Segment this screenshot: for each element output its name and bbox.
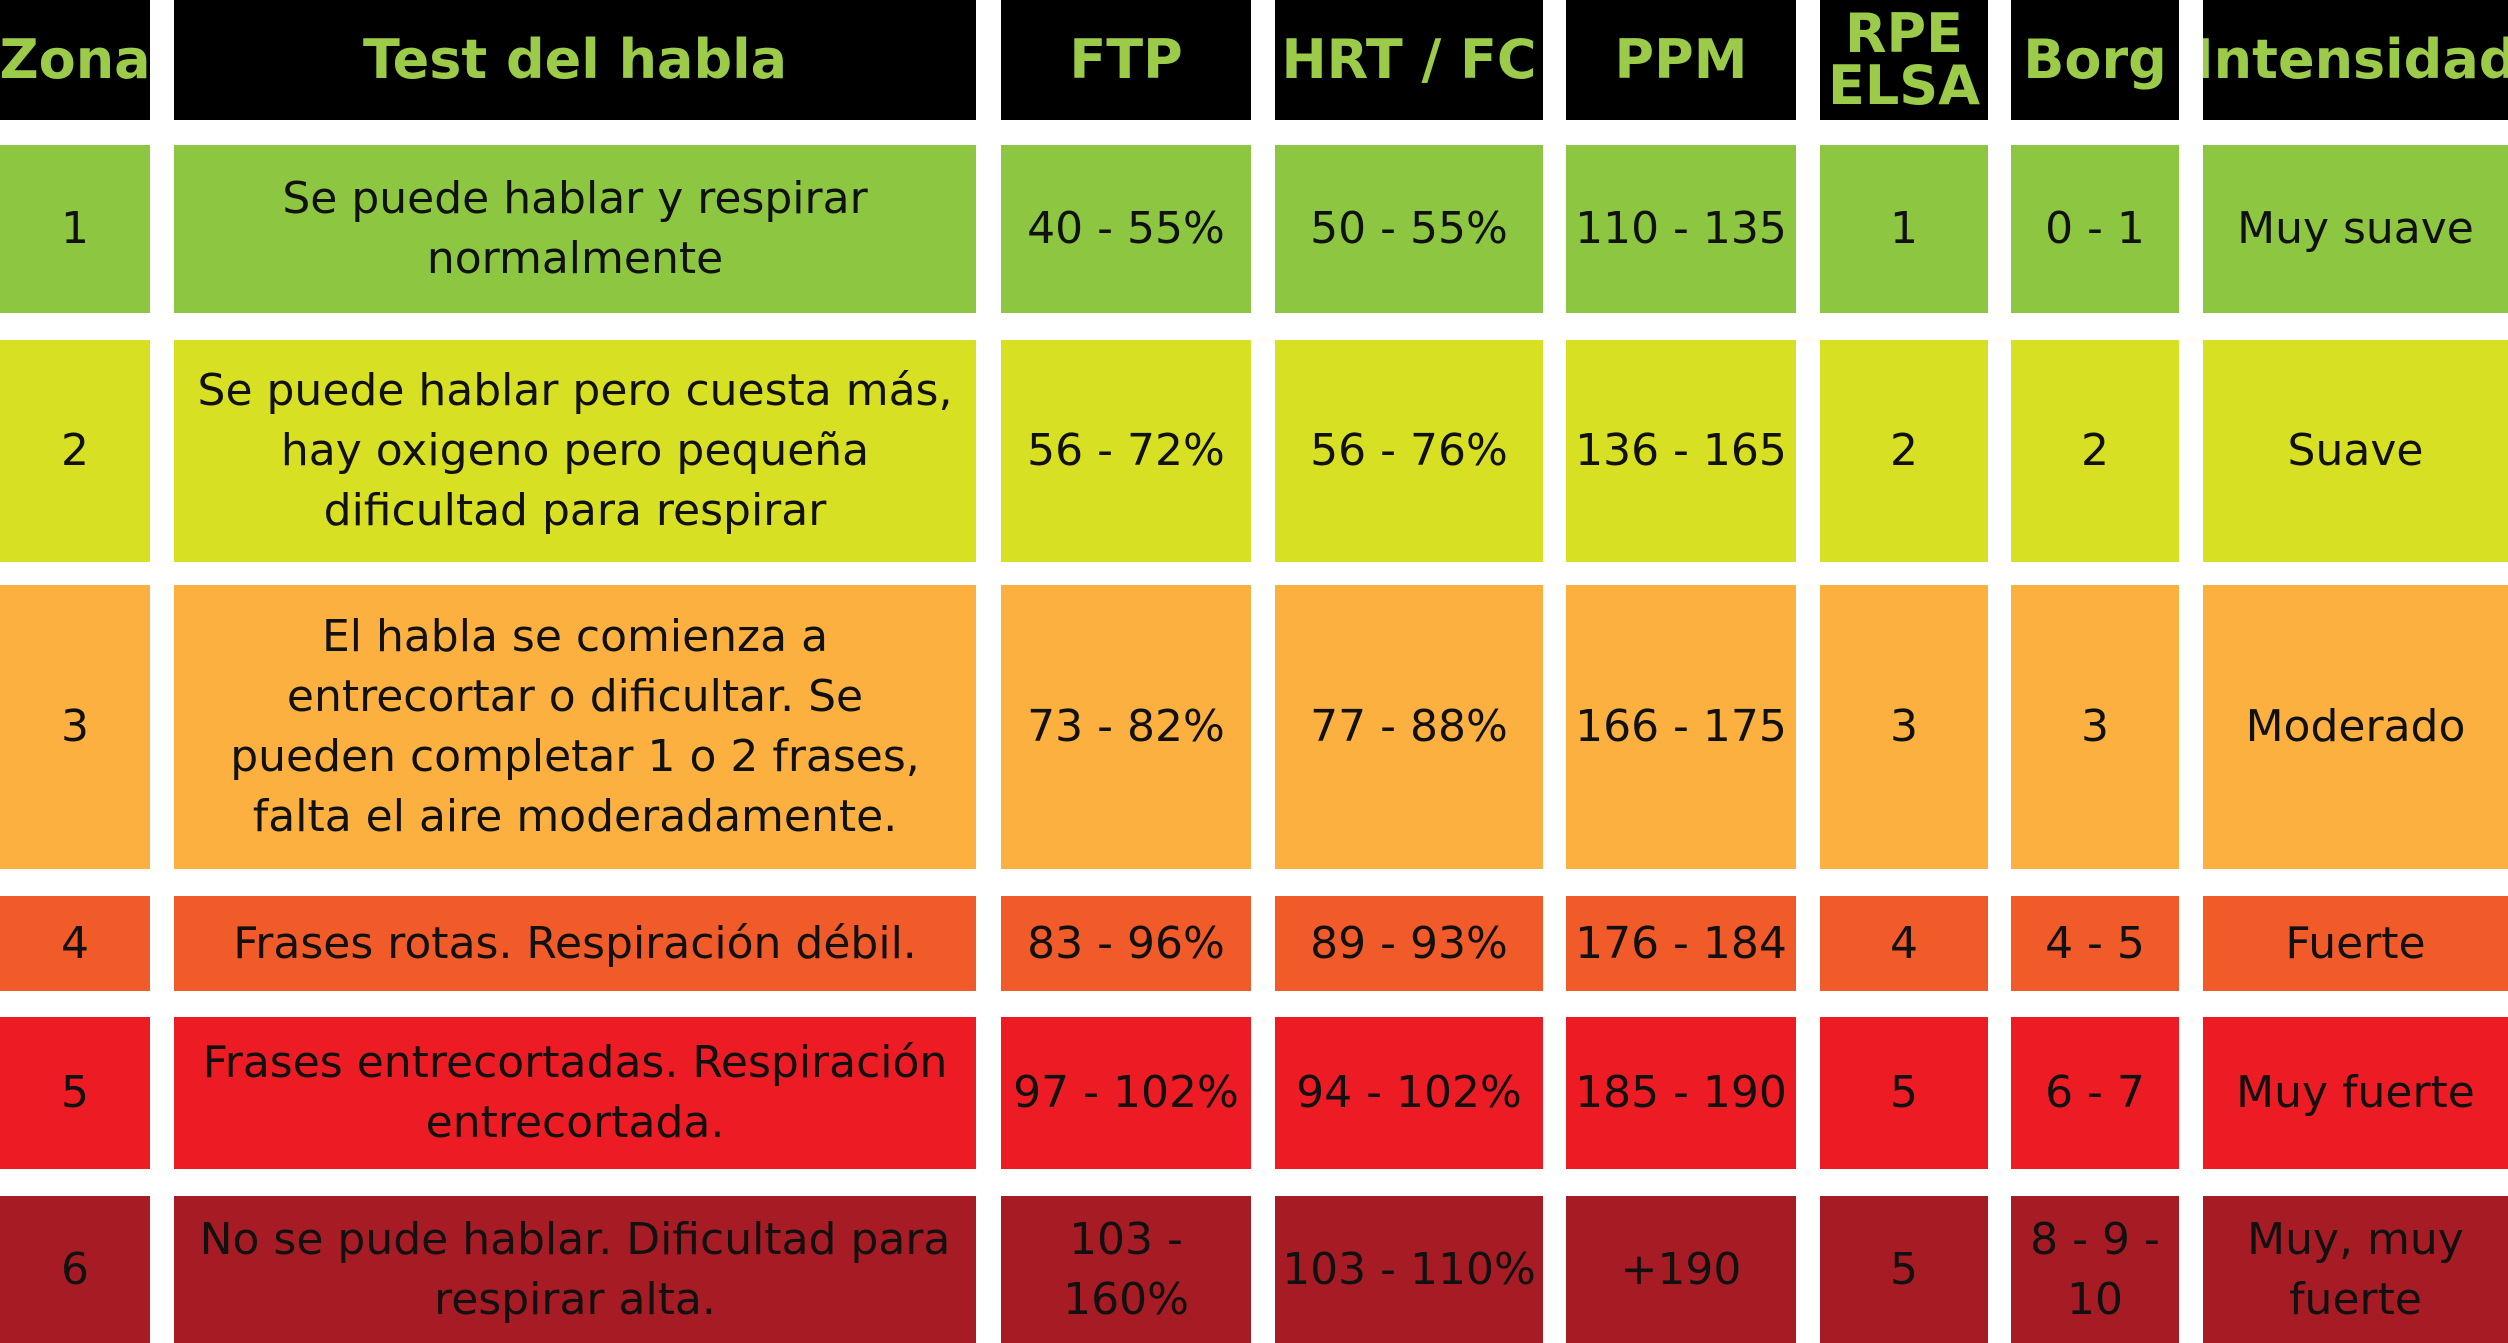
row-1-ppm: 110 - 135 (1566, 145, 1796, 313)
row-2-ppm: 136 - 165 (1566, 340, 1796, 562)
row-1-ftp: 40 - 55% (1001, 145, 1251, 313)
header-rpe-elsa: RPE ELSA (1820, 0, 1988, 120)
row-4-test: Frases rotas. Respiración débil. (174, 896, 976, 991)
header-ppm: PPM (1566, 0, 1796, 120)
row-6-intensidad: Muy, muy fuerte (2203, 1196, 2508, 1343)
header-hrt-fc: HRT / FC (1275, 0, 1543, 120)
row-2-test: Se puede hablar pero cuesta más, hay oxi… (174, 340, 976, 562)
row-2-hrt: 56 - 76% (1275, 340, 1543, 562)
row-1-intensidad: Muy suave (2203, 145, 2508, 313)
header-zona: Zona (0, 0, 150, 120)
row-6-ftp: 103 - 160% (1001, 1196, 1251, 1343)
row-1-zona: 1 (0, 145, 150, 313)
row-3-ppm: 166 - 175 (1566, 585, 1796, 869)
row-5-hrt: 94 - 102% (1275, 1017, 1543, 1169)
row-3-test: El habla se comienza a entrecortar o dif… (174, 585, 976, 869)
row-1-hrt: 50 - 55% (1275, 145, 1543, 313)
row-3-intensidad: Moderado (2203, 585, 2508, 869)
row-4-borg: 4 - 5 (2011, 896, 2179, 991)
row-6-rpe: 5 (1820, 1196, 1988, 1343)
header-intensidad: Intensidad (2203, 0, 2508, 120)
row-5-ftp: 97 - 102% (1001, 1017, 1251, 1169)
row-6-ppm: +190 (1566, 1196, 1796, 1343)
row-4-intensidad: Fuerte (2203, 896, 2508, 991)
row-6-hrt: 103 - 110% (1275, 1196, 1543, 1343)
row-1-rpe: 1 (1820, 145, 1988, 313)
row-5-borg: 6 - 7 (2011, 1017, 2179, 1169)
row-6-test: No se pude hablar. Dificultad para respi… (174, 1196, 976, 1343)
row-2-intensidad: Suave (2203, 340, 2508, 562)
row-3-zona: 3 (0, 585, 150, 869)
row-6-borg: 8 - 9 - 10 (2011, 1196, 2179, 1343)
row-2-borg: 2 (2011, 340, 2179, 562)
row-5-ppm: 185 - 190 (1566, 1017, 1796, 1169)
header-ftp: FTP (1001, 0, 1251, 120)
row-3-borg: 3 (2011, 585, 2179, 869)
row-4-rpe: 4 (1820, 896, 1988, 991)
row-4-hrt: 89 - 93% (1275, 896, 1543, 991)
row-2-rpe: 2 (1820, 340, 1988, 562)
row-2-ftp: 56 - 72% (1001, 340, 1251, 562)
row-4-ppm: 176 - 184 (1566, 896, 1796, 991)
row-1-borg: 0 - 1 (2011, 145, 2179, 313)
row-3-ftp: 73 - 82% (1001, 585, 1251, 869)
row-4-zona: 4 (0, 896, 150, 991)
row-5-intensidad: Muy fuerte (2203, 1017, 2508, 1169)
row-3-hrt: 77 - 88% (1275, 585, 1543, 869)
header-test-del-habla: Test del habla (174, 0, 976, 120)
row-5-zona: 5 (0, 1017, 150, 1169)
row-6-zona: 6 (0, 1196, 150, 1343)
header-borg: Borg (2011, 0, 2179, 120)
row-3-rpe: 3 (1820, 585, 1988, 869)
row-5-rpe: 5 (1820, 1017, 1988, 1169)
row-5-test: Frases entrecortadas. Respiración entrec… (174, 1017, 976, 1169)
row-4-ftp: 83 - 96% (1001, 896, 1251, 991)
row-1-test: Se puede hablar y respirar normalmente (174, 145, 976, 313)
row-2-zona: 2 (0, 340, 150, 562)
